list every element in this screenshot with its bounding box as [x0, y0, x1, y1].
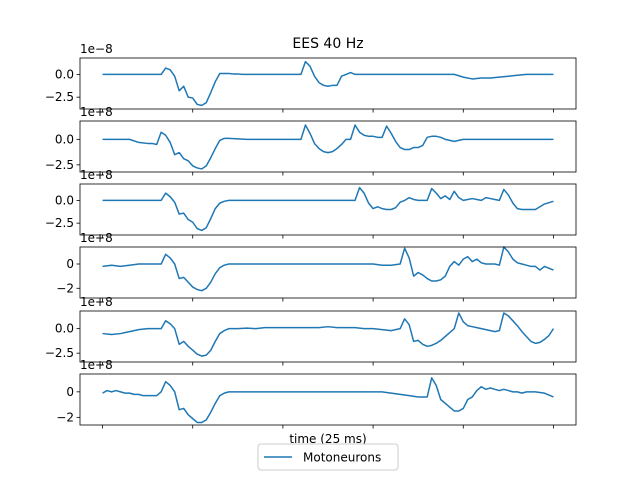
subplot-panel: 0 −2 1e+8: [56, 358, 577, 429]
y-offset-label: 1e+8: [80, 358, 113, 372]
legend-entry-label: Motoneurons: [303, 451, 381, 465]
y-tick-label: 0: [66, 385, 74, 399]
subplot-frame: [79, 57, 577, 110]
y-tick-label: 0: [66, 257, 74, 271]
subplot-frame: [79, 373, 577, 426]
chart-title: EES 40 Hz: [292, 36, 363, 52]
legend-frame: [257, 443, 399, 471]
y-tick-label: −2.5: [45, 90, 74, 104]
x-axis-label: time (25 ms): [289, 432, 366, 446]
y-offset-label: 1e+8: [80, 168, 113, 182]
series-line-motoneurons: [102, 246, 554, 292]
y-tick-label: −2: [56, 281, 74, 295]
series-line-motoneurons: [102, 124, 554, 170]
subplot-panel: 0.0 −2.5 1e+8: [45, 105, 577, 176]
subplot-frame: [79, 120, 577, 173]
series-line-motoneurons: [102, 312, 555, 357]
subplot-stack: 0.0 −2.5 1e−8 0.0 −2.5 1e+8 0.0 −2.5 1e+8 0 −2 1e+8…: [45, 42, 577, 429]
subplot-frame: [79, 183, 577, 236]
subplot-frame: [79, 246, 577, 299]
y-tick-label: 0.0: [55, 322, 74, 336]
y-tick-label: −2: [56, 410, 74, 424]
subplot-panel: 0.0 −2.5 1e+8: [45, 295, 577, 366]
y-tick-label: 0.0: [55, 67, 74, 81]
subplot-frame: [79, 310, 577, 363]
y-tick-label: 0.0: [55, 193, 74, 207]
subplot-panel: 0.0 −2.5 1e+8: [45, 168, 577, 239]
series-line-motoneurons: [102, 186, 554, 232]
y-tick-label: 0.0: [55, 132, 74, 146]
subplot-panel: 0 −2 1e+8: [56, 231, 577, 302]
y-tick-label: −2.5: [45, 346, 74, 360]
series-line-motoneurons: [102, 60, 554, 107]
y-tick-label: −2.5: [45, 158, 74, 172]
y-tick-label: −2.5: [45, 216, 74, 230]
subplot-panel: 0.0 −2.5 1e−8: [45, 42, 577, 113]
y-offset-label: 1e−8: [80, 42, 113, 56]
y-offset-label: 1e+8: [80, 295, 113, 309]
series-line-motoneurons: [102, 377, 554, 424]
legend: Motoneurons: [257, 443, 399, 471]
y-offset-label: 1e+8: [80, 105, 113, 119]
y-offset-label: 1e+8: [80, 231, 113, 245]
